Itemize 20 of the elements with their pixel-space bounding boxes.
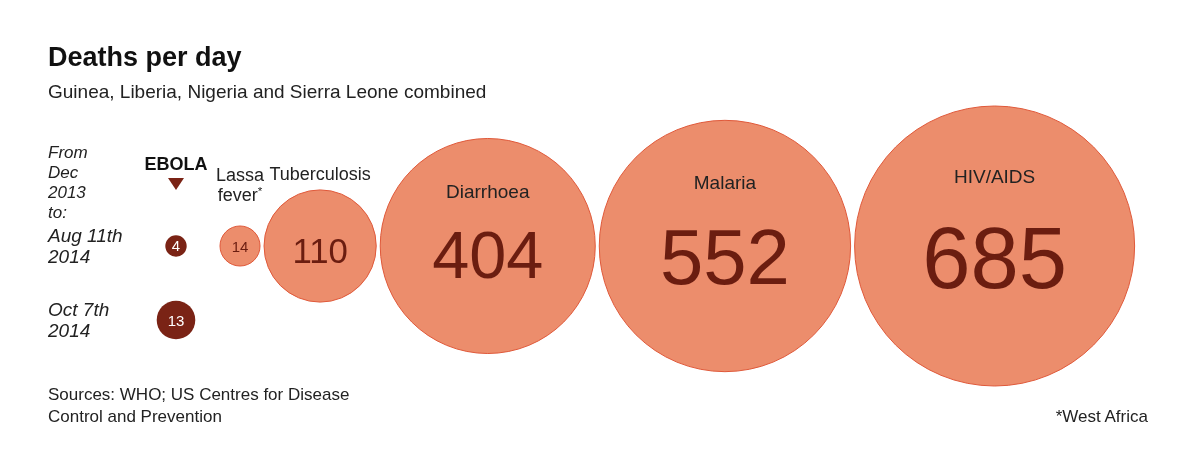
category-label: Diarrhoea <box>446 180 530 202</box>
source-note: Sources: WHO; US Centres for Disease Control and Prevention <box>48 385 350 426</box>
data-label: 552 <box>659 212 790 301</box>
text: EBOLA <box>144 154 208 174</box>
text: From Dec 2013 to: <box>47 143 88 222</box>
data-label: 14 <box>231 238 249 255</box>
category-label: Malaria <box>693 172 757 194</box>
category-label: HIV/AIDS <box>953 166 1036 187</box>
text: Deaths per day <box>48 42 242 72</box>
category-label: Tuberculosis <box>269 163 371 184</box>
data-label: 404 <box>432 218 544 293</box>
category-label: Aug 11th 2014 <box>47 225 123 267</box>
data-label: 110 <box>292 231 348 270</box>
data-label: 13 <box>167 311 185 329</box>
text: *West Africa <box>1055 407 1149 426</box>
data-label: 685 <box>922 209 1068 306</box>
category-label: Oct 7th 2014 <box>47 299 110 341</box>
category-label: Lassa fever$^{*}$ <box>215 164 266 205</box>
text: Guinea, Liberia, Nigeria and Sierra Leone combined <box>48 81 487 102</box>
data-label: 4 <box>171 236 181 254</box>
